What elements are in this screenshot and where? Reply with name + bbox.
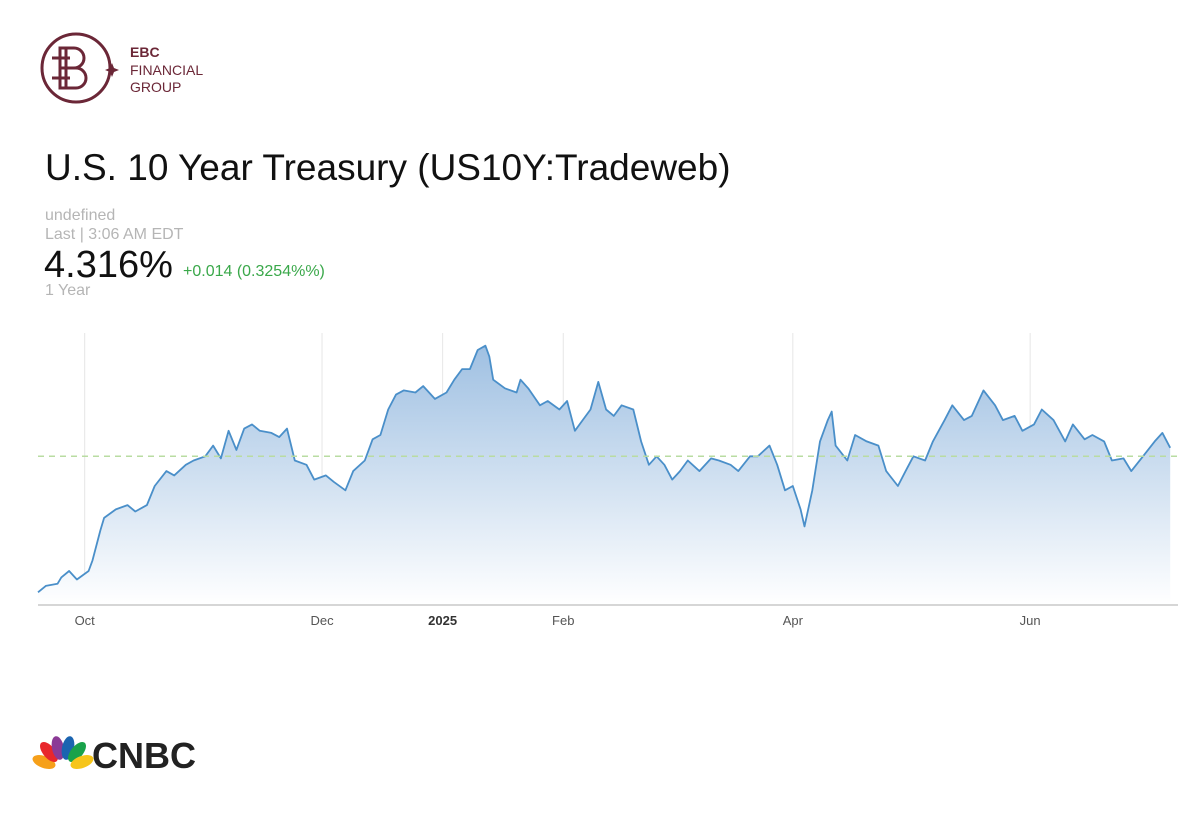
x-tick-label: Dec (310, 613, 334, 628)
area-fill (38, 345, 1171, 605)
brand-line: GROUP (130, 79, 181, 95)
x-tick-label: 2025 (428, 613, 457, 628)
x-tick-label: Oct (75, 613, 96, 628)
footer-logo-text: CNBC (92, 735, 196, 776)
quote-range: 1 Year (45, 282, 91, 299)
x-tick-label: Feb (552, 613, 574, 628)
brand-logo: EBC FINANCIAL GROUP (40, 32, 203, 104)
quote-subtitle: undefined (45, 207, 115, 224)
footer-logo: CNBC (32, 735, 196, 776)
quote-change: +0.014 (0.3254%%) (183, 263, 325, 280)
quote-time: Last | 3:06 AM EDT (45, 226, 184, 243)
brand-line: EBC (130, 44, 160, 60)
quote-last: 4.316% (44, 244, 173, 286)
brand-line: FINANCIAL (130, 62, 203, 78)
price-line (37, 344, 1171, 593)
quote-title: U.S. 10 Year Treasury (US10Y:Tradeweb) (45, 147, 731, 188)
x-tick-label: Jun (1020, 613, 1041, 628)
x-tick-label: Apr (783, 613, 804, 628)
